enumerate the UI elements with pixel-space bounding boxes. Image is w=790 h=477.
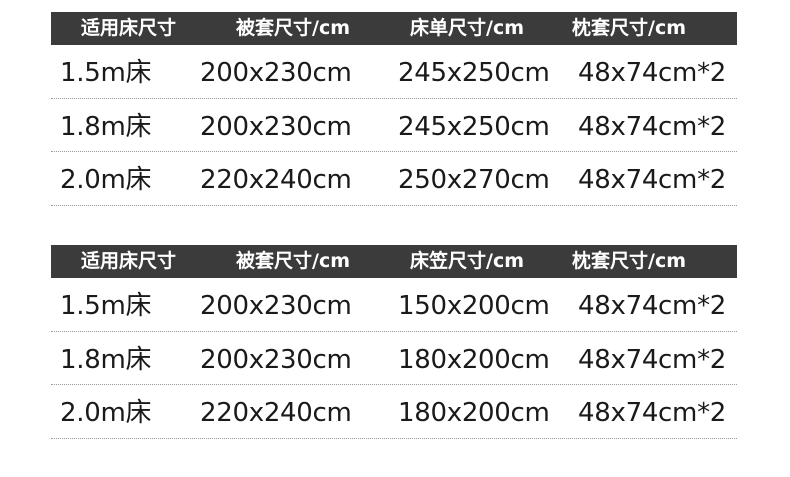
table-header: 适用床尺寸 被套尺寸/cm 床单尺寸/cm 枕套尺寸/cm	[51, 12, 737, 45]
cell: 180x200cm	[398, 398, 550, 428]
header-cell: 适用床尺寸	[81, 17, 177, 39]
cell: 220x240cm	[200, 165, 352, 195]
cell: 245x250cm	[398, 58, 550, 88]
cell: 1.5m床	[60, 58, 152, 88]
size-table-fitted: 适用床尺寸 被套尺寸/cm 床笠尺寸/cm 枕套尺寸/cm 1.5m床 200x…	[51, 245, 737, 439]
cell: 180x200cm	[398, 344, 550, 375]
cell: 200x230cm	[200, 291, 352, 321]
cell: 200x230cm	[200, 111, 352, 142]
header-cell: 床笠尺寸/cm	[410, 250, 525, 272]
table-row: 1.5m床 200x230cm 150x200cm 48x74cm*2	[51, 278, 737, 332]
cell: 220x240cm	[200, 398, 352, 428]
cell: 150x200cm	[398, 291, 550, 321]
table-header: 适用床尺寸 被套尺寸/cm 床笠尺寸/cm 枕套尺寸/cm	[51, 245, 737, 278]
cell: 200x230cm	[200, 344, 352, 375]
header-cell: 枕套尺寸/cm	[572, 17, 687, 39]
cell: 48x74cm*2	[578, 111, 727, 142]
cell: 2.0m床	[60, 165, 152, 195]
header-cell: 被套尺寸/cm	[236, 17, 351, 39]
cell: 2.0m床	[60, 398, 152, 428]
header-cell: 适用床尺寸	[81, 250, 177, 272]
cell: 1.5m床	[60, 291, 152, 321]
cell: 48x74cm*2	[578, 344, 727, 375]
table-row: 2.0m床 220x240cm 180x200cm 48x74cm*2	[51, 385, 737, 439]
cell: 1.8m床	[60, 111, 152, 142]
size-table-sheet: 适用床尺寸 被套尺寸/cm 床单尺寸/cm 枕套尺寸/cm 1.5m床 200x…	[51, 12, 737, 206]
cell: 245x250cm	[398, 111, 550, 142]
table-row: 1.8m床 200x230cm 180x200cm 48x74cm*2	[51, 332, 737, 385]
cell: 48x74cm*2	[578, 58, 727, 88]
cell: 1.8m床	[60, 344, 152, 375]
table-row: 1.8m床 200x230cm 245x250cm 48x74cm*2	[51, 99, 737, 152]
cell: 48x74cm*2	[578, 398, 727, 428]
cell: 250x270cm	[398, 165, 550, 195]
header-cell: 枕套尺寸/cm	[572, 250, 687, 272]
table-row: 1.5m床 200x230cm 245x250cm 48x74cm*2	[51, 45, 737, 99]
cell: 48x74cm*2	[578, 165, 727, 195]
cell: 200x230cm	[200, 58, 352, 88]
header-cell: 床单尺寸/cm	[410, 17, 525, 39]
header-cell: 被套尺寸/cm	[236, 250, 351, 272]
table-row: 2.0m床 220x240cm 250x270cm 48x74cm*2	[51, 152, 737, 206]
cell: 48x74cm*2	[578, 291, 727, 321]
